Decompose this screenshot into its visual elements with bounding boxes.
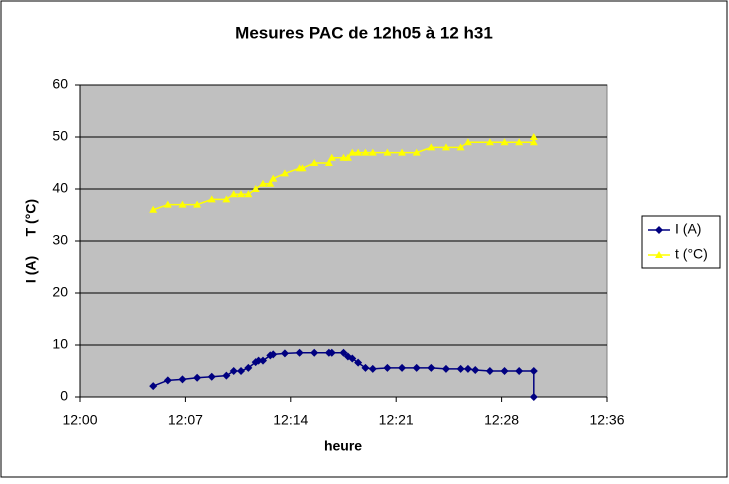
data-point <box>163 376 172 385</box>
legend-marker <box>655 251 663 258</box>
y-tick-label: 20 <box>52 284 68 300</box>
data-point <box>368 364 377 373</box>
data-point <box>237 190 246 198</box>
data-point <box>269 174 278 182</box>
data-point <box>500 138 509 146</box>
data-point <box>327 348 336 357</box>
x-tick-label: 12:21 <box>379 412 414 428</box>
data-point <box>222 371 231 380</box>
y-tick-label: 10 <box>52 336 68 352</box>
data-point <box>178 375 187 384</box>
x-tick-label: 12:28 <box>484 412 519 428</box>
data-point <box>229 367 238 375</box>
data-point <box>163 200 172 208</box>
data-point <box>354 148 363 156</box>
data-point <box>441 364 450 373</box>
data-point <box>383 363 392 372</box>
data-point <box>269 350 278 359</box>
data-point <box>237 367 246 375</box>
x-tick-label: 12:14 <box>273 412 308 428</box>
data-point <box>485 367 494 375</box>
data-point <box>485 138 494 146</box>
data-point <box>463 364 472 373</box>
data-point <box>258 356 267 365</box>
data-point <box>254 356 263 365</box>
y-axis-title: I (A) T (°C) <box>23 199 39 283</box>
data-point <box>361 363 370 372</box>
data-point <box>310 348 319 357</box>
data-point <box>343 153 352 161</box>
data-point <box>193 200 202 208</box>
x-tick-label: 12:00 <box>62 412 97 428</box>
data-point <box>348 354 357 363</box>
legend-label: t (°C) <box>675 246 708 262</box>
legend-box <box>641 215 721 269</box>
data-point <box>327 153 336 161</box>
data-point <box>515 138 524 146</box>
data-point <box>441 143 450 151</box>
x-tick-label: 12:36 <box>589 412 624 428</box>
data-point <box>178 200 187 208</box>
data-point <box>207 372 216 381</box>
data-point <box>398 148 407 156</box>
data-point <box>361 148 370 156</box>
data-point <box>368 148 377 156</box>
data-point <box>339 348 348 357</box>
data-point <box>207 195 216 203</box>
data-point <box>193 373 202 382</box>
data-point <box>383 148 392 156</box>
chart-title: Mesures PAC de 12h05 à 12 h31 <box>235 23 493 42</box>
y-tick-label: 50 <box>52 128 68 144</box>
data-point <box>222 195 231 203</box>
data-point <box>251 185 260 192</box>
data-point <box>398 363 407 372</box>
data-point <box>471 365 480 374</box>
legend-label: I (A) <box>675 221 701 237</box>
data-point <box>348 148 357 156</box>
data-point <box>354 358 363 367</box>
data-point <box>298 164 307 172</box>
data-point <box>266 179 275 187</box>
data-point <box>229 190 238 198</box>
data-point <box>456 143 465 151</box>
data-point <box>244 190 253 198</box>
data-point <box>529 138 538 146</box>
data-point <box>149 205 158 213</box>
legend-marker <box>655 226 663 234</box>
data-point <box>280 349 289 358</box>
data-point <box>244 363 253 372</box>
data-point <box>500 367 509 375</box>
data-point <box>529 393 538 401</box>
data-point <box>149 382 158 391</box>
x-tick-label: 12:07 <box>168 412 203 428</box>
data-point <box>324 159 333 166</box>
y-tick-label: 30 <box>52 232 68 248</box>
data-point <box>412 148 421 156</box>
data-point <box>258 179 267 187</box>
y-tick-label: 40 <box>52 180 68 196</box>
data-point <box>295 348 304 357</box>
data-point <box>456 364 465 373</box>
data-point <box>515 367 524 375</box>
data-point <box>427 143 436 151</box>
data-point <box>310 159 319 166</box>
data-point <box>427 363 436 372</box>
data-point <box>529 133 538 140</box>
y-tick-label: 60 <box>52 76 68 92</box>
data-point <box>280 169 289 177</box>
y-tick-label: 0 <box>60 388 68 404</box>
data-point <box>412 363 421 372</box>
data-point <box>463 138 472 146</box>
x-axis-title: heure <box>324 438 362 454</box>
data-point <box>529 367 538 375</box>
